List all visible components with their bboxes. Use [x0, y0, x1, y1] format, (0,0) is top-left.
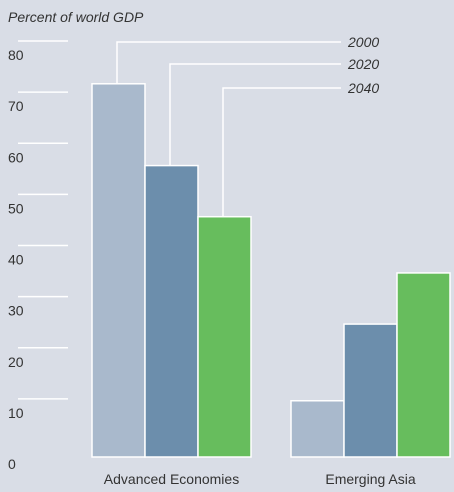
y-tick-label: 80 [8, 47, 24, 63]
y-tick-labels: 0 10 20 30 40 50 60 70 80 [8, 47, 24, 472]
y-tick-label: 70 [8, 98, 24, 114]
y-tick-label: 10 [8, 405, 24, 421]
legend-label-2020: 2020 [347, 56, 379, 72]
bar-2020-1 [343, 323, 398, 458]
legend-label-2000: 2000 [347, 34, 379, 50]
leader-line-2000 [116, 41, 341, 84]
y-tick-label: 40 [8, 252, 24, 268]
y-tick-label: 50 [8, 200, 24, 216]
category-label: Emerging Asia [325, 471, 415, 487]
y-tick-label: 30 [8, 303, 24, 319]
bar-2040-1 [396, 272, 451, 458]
legend-leader-lines [116, 41, 341, 217]
bar-2040-0 [197, 215, 252, 458]
leader-line-2040 [222, 87, 341, 217]
bar-2000-1 [290, 400, 345, 458]
category-labels: Advanced Economies Emerging Asia [104, 471, 416, 487]
y-tick-label: 60 [8, 149, 24, 165]
leader-line-2020 [169, 63, 341, 166]
y-axis-title: Percent of world GDP [8, 9, 144, 25]
bar-2020-0 [144, 164, 199, 458]
legend-label-2040: 2040 [347, 80, 379, 96]
category-label: Advanced Economies [104, 471, 239, 487]
y-tick-label: 0 [8, 456, 16, 472]
legend: 2000 2020 2040 [347, 34, 379, 96]
bars [91, 83, 451, 458]
y-tick-label: 20 [8, 354, 24, 370]
gridlines [18, 40, 68, 400]
bar-2000-0 [91, 83, 146, 458]
